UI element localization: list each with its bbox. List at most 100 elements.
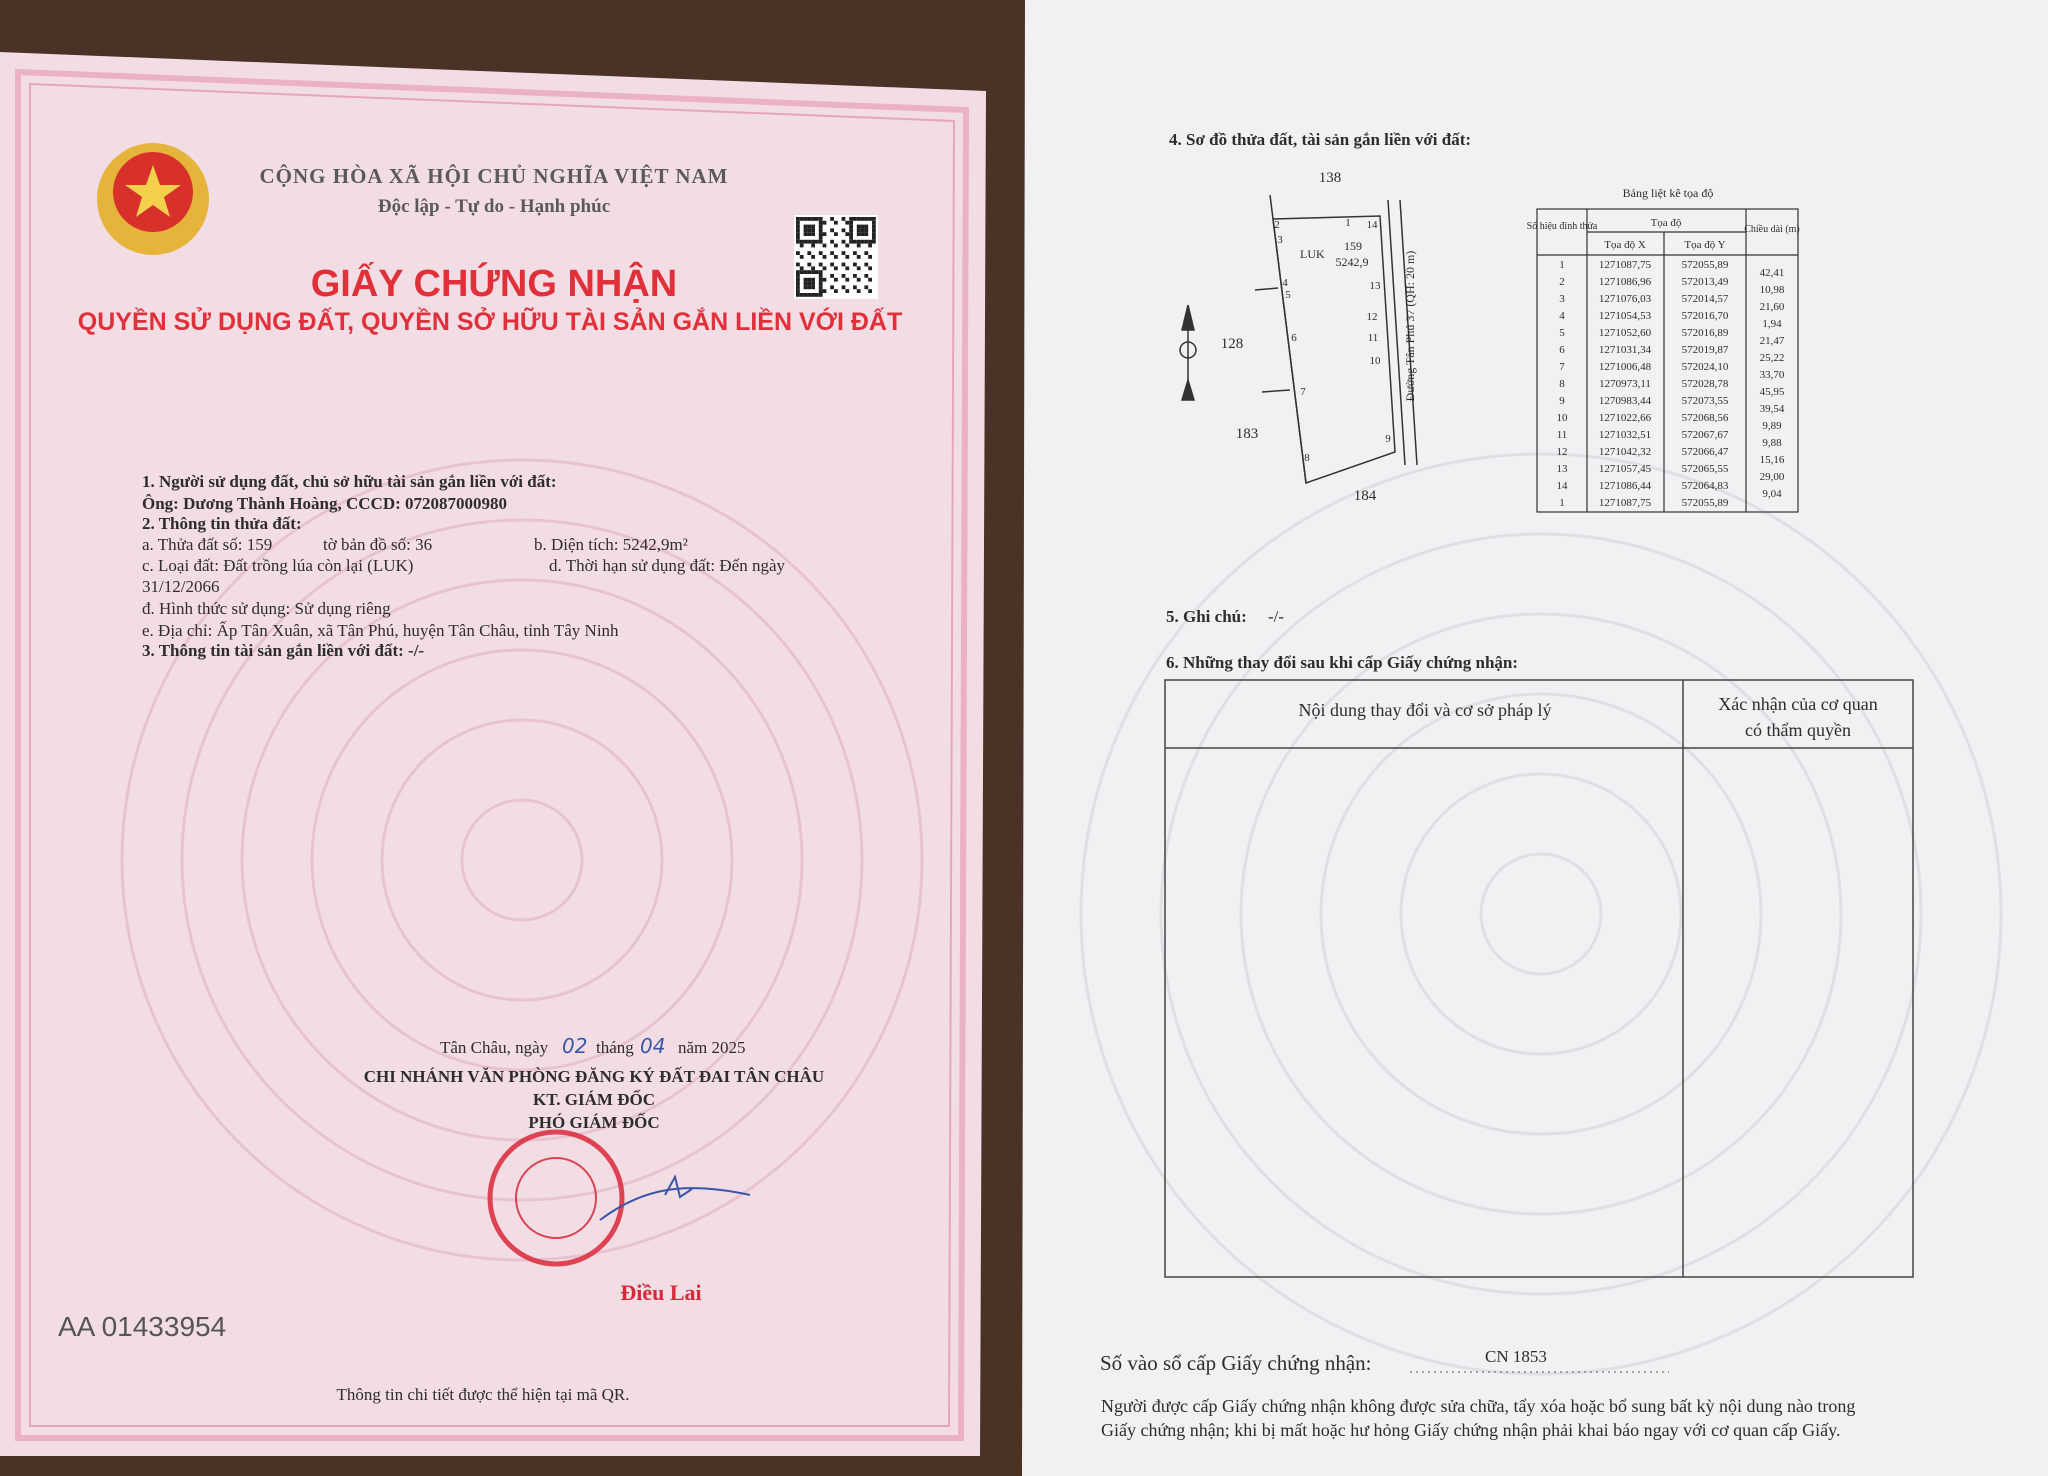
edge-length: 10,98 <box>1760 284 1785 296</box>
qr-module <box>822 289 827 293</box>
qr-module <box>803 281 808 286</box>
coord-value: 572073,55 <box>1682 395 1729 407</box>
qr-module <box>822 266 827 271</box>
qr-module <box>845 232 850 236</box>
qr-module <box>811 266 815 271</box>
qr-module <box>841 262 846 267</box>
qr-module <box>864 262 869 267</box>
qr-module <box>796 274 800 278</box>
notes: -/- <box>1268 607 1284 626</box>
plot-diagram <box>1179 194 1418 485</box>
vertex-label: 6 <box>1291 332 1297 344</box>
qr-module <box>834 243 838 248</box>
qr-module <box>868 243 872 248</box>
qr-module <box>799 255 804 259</box>
qr-module <box>830 228 834 233</box>
qr-module <box>796 228 800 233</box>
coord-value: 1270983,44 <box>1599 395 1652 407</box>
qr-module <box>830 274 834 278</box>
neighbor-parcel: 184 <box>1354 488 1377 504</box>
qr-module <box>868 255 872 259</box>
vertex-label: 4 <box>1282 277 1288 289</box>
vertex-id: 5 <box>1559 327 1565 339</box>
coord-value: 1271076,03 <box>1599 293 1652 305</box>
qr-module <box>830 217 834 221</box>
edge-length: 1,94 <box>1762 318 1782 330</box>
qr-module <box>811 293 815 297</box>
left-border-inner <box>29 82 956 1427</box>
coord-value: 572067,67 <box>1682 429 1729 441</box>
qr-module <box>845 277 850 282</box>
qr-module <box>864 228 869 233</box>
vertex-label: 8 <box>1304 452 1310 464</box>
qr-module <box>856 228 861 233</box>
register-label: Số vào sổ cấp Giấy chứng nhận: <box>1100 1351 1372 1375</box>
qr-module <box>803 217 808 221</box>
plot-heading: 4. Sơ đồ thửa đất, tài sản gắn liền với … <box>1169 130 1471 149</box>
sign-year: năm 2025 <box>678 1038 746 1057</box>
vertex-label: 1 <box>1345 217 1351 229</box>
vertex-id: 8 <box>1559 378 1565 390</box>
edge-length: 21,47 <box>1760 335 1785 347</box>
sign-office: CHI NHÁNH VĂN PHÒNG ĐĂNG KÝ ĐẤT ĐAI TÂN … <box>364 1067 824 1086</box>
qr-module <box>853 285 857 290</box>
edge-length: 39,54 <box>1760 403 1785 415</box>
qr-module <box>872 236 876 240</box>
qr-module <box>860 228 865 233</box>
certificate-subtitle: QUYỀN SỬ DỤNG ĐẤT, QUYỀN SỞ HỮU TÀI SẢN … <box>78 306 902 336</box>
changes-col2-header: có thẩm quyền <box>1745 720 1851 740</box>
vertex-label: 9 <box>1385 433 1391 445</box>
qr-module <box>845 243 850 248</box>
edge-length: 9,89 <box>1762 420 1782 432</box>
qr-module <box>811 217 815 221</box>
coord-value: 572055,89 <box>1682 259 1729 271</box>
qr-module <box>796 289 800 293</box>
qr-module <box>868 217 872 221</box>
qr-module <box>822 220 827 225</box>
coord-value: 1271042,32 <box>1599 446 1651 458</box>
vertex-id: 1 <box>1559 497 1565 509</box>
coord-table-title: Bảng liệt kê tọa độ <box>1623 186 1714 200</box>
qr-module <box>834 289 838 293</box>
qr-module <box>803 224 808 229</box>
neighbor-parcel: 183 <box>1236 426 1259 442</box>
edge-length: 29,00 <box>1760 471 1785 483</box>
coord-value: 1271054,53 <box>1599 310 1652 322</box>
assets: 3. Thông tin tài sản gắn liền với đất: -… <box>142 641 424 660</box>
coord-value: 572064,83 <box>1682 480 1729 492</box>
qr-module <box>807 281 812 286</box>
parcel-number: 159 <box>1344 239 1362 253</box>
sign-month-word: tháng <box>596 1038 634 1057</box>
vertex-label: 10 <box>1370 355 1382 367</box>
qr-module <box>803 293 808 297</box>
qr-module <box>841 228 846 233</box>
qr-module <box>807 277 812 282</box>
term: d. Thời hạn sử dụng đất: Đến ngày <box>549 556 786 575</box>
coord-header-id: Số hiệu đỉnh thửa <box>1527 221 1598 232</box>
coord-header: Tọa độ <box>1651 217 1682 229</box>
qr-module <box>872 217 876 221</box>
qr-module <box>853 251 857 255</box>
coord-value: 1271057,45 <box>1599 463 1652 475</box>
qr-module <box>818 274 823 278</box>
qr-module <box>868 266 872 271</box>
vertex-label: 14 <box>1367 219 1379 231</box>
qr-module <box>849 228 853 233</box>
qr-module <box>849 217 853 221</box>
notes-heading: 5. Ghi chú: <box>1166 607 1247 626</box>
qr-module <box>796 293 800 297</box>
qr-module <box>803 228 808 233</box>
qr-module <box>796 251 800 255</box>
edge-length: 33,70 <box>1760 369 1785 381</box>
address: e. Địa chỉ: Ấp Tân Xuân, xã Tân Phú, huy… <box>142 621 619 640</box>
qr-module <box>815 217 819 221</box>
qr-module <box>811 243 815 248</box>
vertex-id: 11 <box>1557 429 1568 441</box>
vertex-id: 2 <box>1559 276 1565 288</box>
national-emblem <box>97 143 209 255</box>
qr-module <box>853 262 857 267</box>
qr-module <box>856 266 861 271</box>
coord-header-length: Chiều dài (m) <box>1744 224 1800 235</box>
owner: Ông: Dương Thành Hoàng, CCCD: 0720870009… <box>142 494 507 513</box>
